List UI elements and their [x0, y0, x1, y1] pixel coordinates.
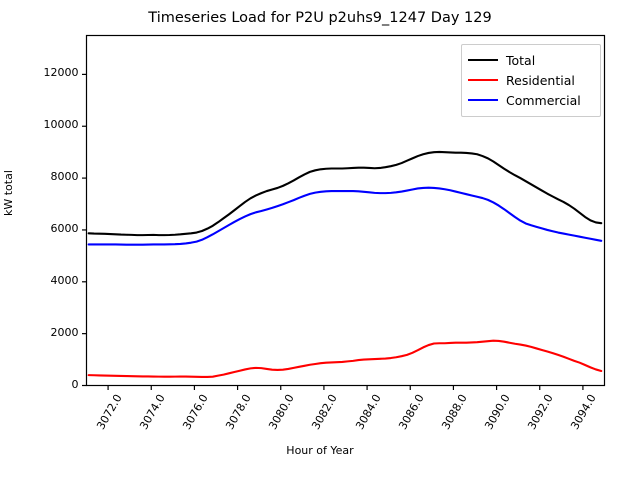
- y-tick-label: 6000: [50, 221, 79, 235]
- chart-title: Timeseries Load for P2U p2uhs9_1247 Day …: [148, 10, 492, 26]
- legend-item-residential[interactable]: Residential: [468, 70, 594, 90]
- axes-frame: [85, 34, 606, 387]
- y-tick-label: 2000: [50, 325, 79, 339]
- x-tick-marks: [107, 385, 584, 390]
- legend-item-commercial[interactable]: Commercial: [468, 90, 594, 110]
- y-tick-label: 4000: [50, 273, 79, 287]
- series-line-commercial: [87, 186, 603, 246]
- legend-swatch-residential: [468, 79, 498, 81]
- series-lines: [87, 150, 603, 378]
- series-line-total: [87, 150, 603, 237]
- chart-legend: Total Residential Commercial: [461, 44, 601, 117]
- legend-swatch-total: [468, 59, 498, 61]
- y-tick-label: 12000: [43, 66, 79, 80]
- legend-swatch-commercial: [468, 99, 498, 101]
- legend-item-total[interactable]: Total: [468, 50, 594, 70]
- series-line-residential: [87, 339, 603, 378]
- y-tick-marks: [82, 73, 87, 387]
- legend-label-total: Total: [506, 52, 536, 68]
- legend-label-commercial: Commercial: [506, 92, 581, 108]
- legend-label-residential: Residential: [506, 72, 575, 88]
- y-tick-label: 10000: [43, 118, 79, 132]
- y-tick-label: 8000: [50, 170, 79, 184]
- x-axis-label: Hour of Year: [286, 444, 354, 457]
- y-tick-label: 0: [71, 377, 79, 391]
